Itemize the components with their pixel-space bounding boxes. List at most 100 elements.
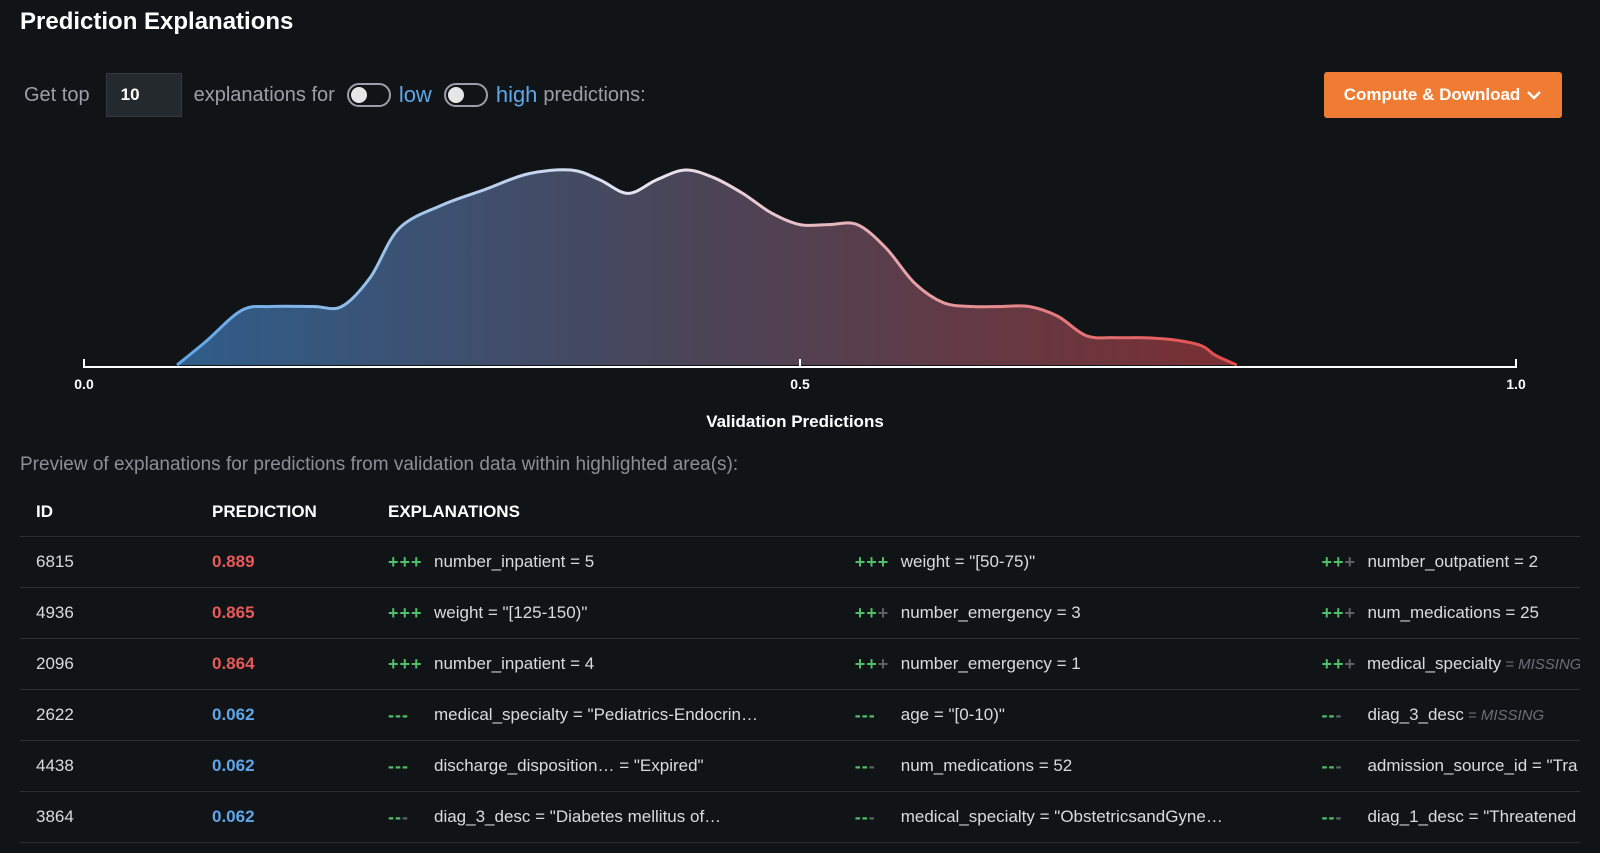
compute-download-button[interactable]: Compute & Download	[1324, 72, 1562, 118]
cell-id: 4438	[20, 740, 196, 792]
explanation-item: --- age = "[0-10)"	[855, 705, 1317, 726]
explanation-item: --- num_medications = 52	[855, 756, 1317, 777]
strength-indicator: ---	[388, 704, 409, 725]
explanation-text: weight = "[125-150)"	[434, 603, 588, 622]
cell-explanations: --- discharge_disposition… = "Expired" -…	[372, 740, 1580, 792]
cell-prediction: 0.062	[196, 791, 372, 843]
low-label: low	[398, 82, 432, 107]
explanation-text: age = "[0-10)"	[900, 705, 1005, 724]
explanation-item: +++ weight = "[125-150)"	[388, 603, 850, 624]
strength-indicator: ---	[854, 755, 876, 776]
explanation-text: diag_3_desc = "Diabetes mellitus of…	[434, 807, 722, 826]
explanation-text: number_emergency = 1	[900, 654, 1081, 673]
cell-id: 3864	[20, 791, 196, 843]
strength-indicator: +++	[388, 551, 423, 572]
explanation-item: +++ medical_specialty = MISSING	[1321, 654, 1580, 675]
explanation-text: number_inpatient = 5	[434, 552, 595, 571]
strength-indicator: ---	[1321, 704, 1343, 725]
strength-indicator: +++	[388, 653, 423, 674]
explanation-item: +++ number_emergency = 3	[855, 603, 1317, 624]
strength-indicator: +++	[854, 602, 890, 623]
table-row: 2096 0.864 +++ number_inpatient = 4 +++ …	[20, 638, 1580, 690]
high-label: high	[495, 82, 538, 107]
strength-indicator: ---	[1321, 806, 1343, 827]
explanation-text: discharge_disposition… = "Expired"	[434, 756, 704, 775]
explanation-item: +++ num_medications = 25	[1321, 603, 1580, 624]
explanation-item: --- medical_specialty = "ObstetricsandGy…	[855, 807, 1317, 828]
explanation-item: +++ weight = "[50-75)"	[855, 552, 1317, 573]
density-line	[176, 168, 1238, 367]
top-n-input[interactable]	[105, 73, 182, 117]
compute-download-label: Compute & Download	[1343, 85, 1521, 104]
strength-indicator: ---	[854, 806, 876, 827]
explanation-text: number_inpatient = 4	[434, 654, 595, 673]
high-toggle-knob	[447, 87, 464, 103]
low-toggle-knob	[350, 87, 367, 103]
cell-id: 4936	[20, 587, 196, 639]
explanation-item: --- diag_3_desc = "Diabetes mellitus of…	[388, 807, 850, 828]
table-header-row: ID PREDICTION EXPLANATIONS	[20, 488, 1580, 537]
explanation-text: weight = "[50-75)"	[900, 552, 1036, 571]
cell-prediction: 0.864	[196, 638, 372, 690]
explanation-text: num_medications = 25	[1367, 603, 1539, 622]
explanation-item: --- diag_3_desc = MISSING	[1321, 705, 1580, 726]
cell-explanations: --- medical_specialty = "Pediatrics-Endo…	[372, 689, 1580, 741]
strength-indicator: ---	[854, 704, 876, 725]
explanation-item: +++ number_inpatient = 4	[388, 654, 850, 675]
explanation-text: diag_3_desc	[1367, 705, 1464, 724]
table-row: 3864 0.062 --- diag_3_desc = "Diabetes m…	[20, 791, 1580, 843]
column-header-prediction[interactable]: PREDICTION	[196, 488, 372, 537]
column-header-explanations[interactable]: EXPLANATIONS	[372, 488, 1580, 537]
x-tick-label: 0.0	[74, 376, 94, 392]
table-row: 2622 0.062 --- medical_specialty = "Pedi…	[20, 689, 1580, 741]
explanation-item: --- medical_specialty = "Pediatrics-Endo…	[388, 705, 850, 726]
explanation-item: +++ number_inpatient = 5	[388, 552, 850, 573]
explanation-item: --- diag_1_desc = "Threatened	[1321, 807, 1580, 828]
explanation-text: diag_1_desc = "Threatened	[1367, 807, 1577, 826]
strength-indicator: +++	[854, 653, 890, 674]
table-row: 6815 0.889 +++ number_inpatient = 5 +++ …	[20, 536, 1580, 588]
explanation-text: medical_specialty	[1367, 654, 1502, 673]
cell-id: 2622	[20, 689, 196, 741]
x-tick-label: 0.5	[790, 376, 810, 392]
explanation-text: medical_specialty = "ObstetricsandGyne…	[900, 807, 1223, 826]
explanation-controls: Get top explanations for low high predic…	[24, 72, 650, 118]
table-row: 4936 0.865 +++ weight = "[125-150)" +++ …	[20, 587, 1580, 639]
explanation-item: +++ number_outpatient = 2	[1321, 552, 1580, 573]
explanation-item: --- discharge_disposition… = "Expired"	[388, 756, 850, 777]
chevron-down-icon	[1527, 91, 1542, 100]
strength-indicator: +++	[388, 602, 423, 623]
cell-explanations: +++ number_inpatient = 5 +++ weight = "[…	[372, 536, 1580, 588]
prediction-distribution-chart[interactable]: 0.0 0.5 1.0	[0, 140, 1600, 400]
cell-explanations: +++ number_inpatient = 4 +++ number_emer…	[372, 638, 1580, 690]
table-row: 4438 0.062 --- discharge_disposition… = …	[20, 740, 1580, 792]
density-area	[177, 169, 1237, 365]
cell-explanations: --- diag_3_desc = "Diabetes mellitus of……	[372, 791, 1580, 843]
explanation-item: +++ number_emergency = 1	[855, 654, 1317, 675]
x-tick-label: 1.0	[1506, 376, 1526, 392]
explanation-text: number_outpatient = 2	[1367, 552, 1539, 571]
strength-indicator: +++	[1321, 653, 1357, 674]
cell-id: 6815	[20, 536, 196, 588]
strength-indicator: ---	[388, 806, 409, 827]
explanation-item: --- admission_source_id = "Tra	[1321, 756, 1580, 777]
column-header-id[interactable]: ID	[20, 488, 196, 537]
cell-prediction: 0.865	[196, 587, 372, 639]
missing-value-tag: = MISSING	[1467, 706, 1545, 724]
high-toggle[interactable]	[443, 83, 488, 107]
preview-description: Preview of explanations for predictions …	[20, 454, 739, 475]
cell-prediction: 0.062	[196, 689, 372, 741]
strength-indicator: +++	[1321, 602, 1357, 623]
explanation-text: medical_specialty = "Pediatrics-Endocrin…	[434, 705, 758, 724]
missing-value-tag: = MISSING	[1505, 655, 1580, 673]
x-axis-title: Validation Predictions	[706, 412, 884, 431]
get-top-label: Get top	[24, 83, 90, 106]
strength-indicator: +++	[854, 551, 890, 572]
predictions-label: predictions:	[543, 83, 646, 106]
low-toggle[interactable]	[346, 83, 391, 107]
page-title: Prediction Explanations	[20, 8, 294, 35]
explanations-for-label: explanations for	[193, 83, 335, 106]
cell-explanations: +++ weight = "[125-150)" +++ number_emer…	[372, 587, 1580, 639]
explanation-text: num_medications = 52	[900, 756, 1073, 775]
explanation-text: admission_source_id = "Tra	[1367, 756, 1578, 775]
